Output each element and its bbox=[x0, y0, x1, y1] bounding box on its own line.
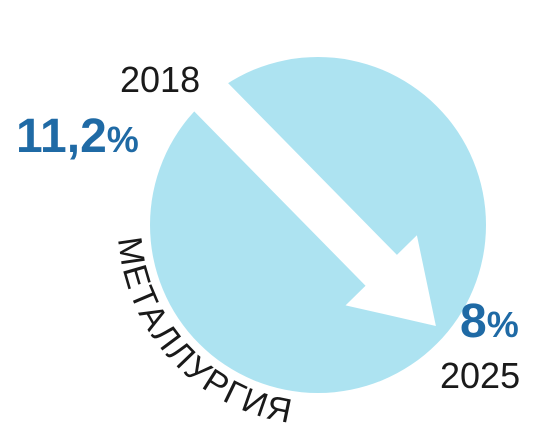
end-value: 8% bbox=[460, 295, 519, 348]
arrow bbox=[183, 69, 436, 326]
end-year: 2025 bbox=[440, 355, 520, 396]
start-value: 11,2% bbox=[16, 110, 139, 163]
start-year: 2018 bbox=[120, 59, 200, 100]
